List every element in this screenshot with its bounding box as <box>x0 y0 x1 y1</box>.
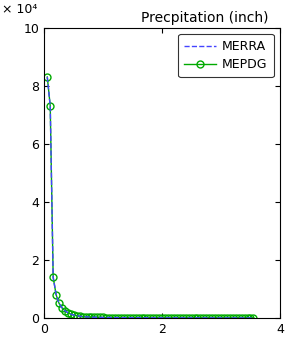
MEPDG <box>202 316 205 320</box>
Text: × 10⁴: × 10⁴ <box>2 3 37 16</box>
MERRA <box>216 316 220 320</box>
Legend: MERRA, MEPDG: MERRA, MEPDG <box>178 34 274 78</box>
MEPDG <box>169 316 173 320</box>
MERRA <box>105 316 108 320</box>
MEPDG <box>216 316 220 320</box>
MEPDG <box>252 316 255 320</box>
MERRA <box>169 316 173 320</box>
MERRA <box>146 316 149 320</box>
MEPDG <box>146 316 149 320</box>
MERRA <box>46 75 49 79</box>
MERRA <box>252 316 255 320</box>
MEPDG <box>243 316 246 320</box>
Text: Precpitation (inch): Precpitation (inch) <box>141 11 268 25</box>
MERRA <box>52 275 55 279</box>
Line: MEPDG: MEPDG <box>44 73 257 321</box>
MEPDG <box>46 75 49 79</box>
MERRA <box>243 316 246 320</box>
MEPDG <box>105 316 108 320</box>
Line: MERRA: MERRA <box>47 77 253 318</box>
MEPDG <box>52 275 55 279</box>
MERRA <box>202 316 205 320</box>
